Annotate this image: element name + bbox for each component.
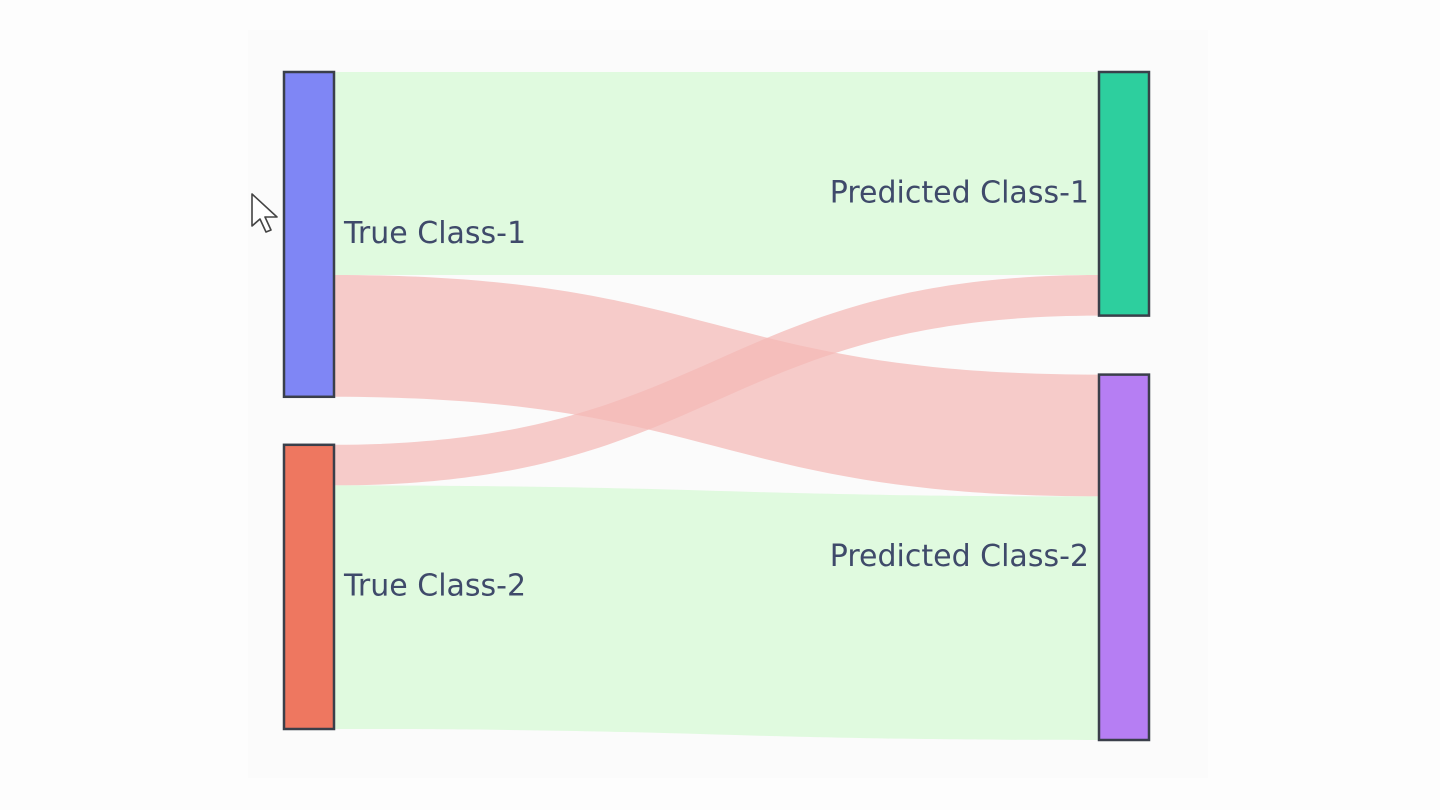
link-t2-to-p1[interactable] (334, 275, 1099, 486)
node-p2[interactable] (1097, 373, 1151, 742)
node-label-t1: True Class-1 (343, 216, 526, 251)
node-label-t2: True Class-2 (343, 568, 526, 603)
labels-layer: True Class-1 True Class-2 Predicted Class-… (343, 175, 1089, 603)
node-t1[interactable] (282, 70, 336, 399)
nodes-layer (282, 70, 1151, 742)
link-t1-to-p1[interactable] (334, 72, 1099, 275)
node-label-p2: Predicted Class-2 (830, 539, 1089, 574)
mouse-cursor-icon (251, 193, 278, 233)
node-p1[interactable] (1097, 70, 1151, 317)
node-t2[interactable] (282, 443, 336, 731)
link-t2-to-p2[interactable] (334, 485, 1099, 740)
links-layer (334, 72, 1099, 740)
node-label-p1: Predicted Class-1 (830, 175, 1089, 210)
